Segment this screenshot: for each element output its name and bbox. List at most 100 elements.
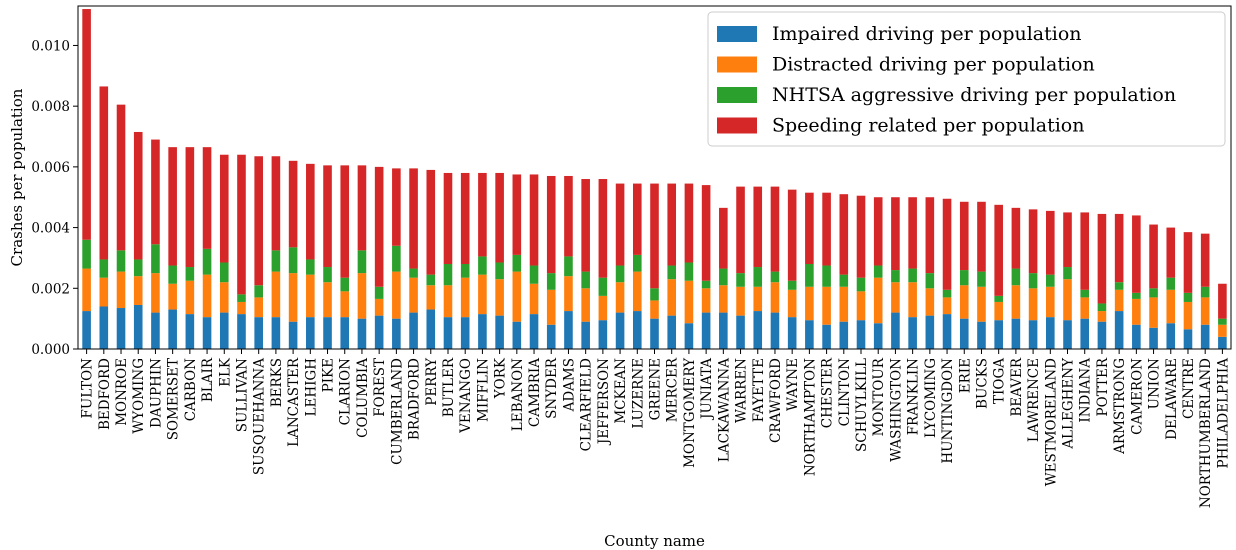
bar-segment-mifflin-s2	[478, 256, 487, 275]
bar-segment-erie-s0	[959, 318, 969, 349]
bar-segment-lancaster-s3	[288, 160, 298, 248]
bar-segment-sullivan-s0	[237, 314, 246, 349]
bar-segment-lancaster-s2	[288, 247, 298, 274]
bar-segment-centre-s0	[1183, 329, 1193, 349]
y-tick-label: 0.002	[31, 281, 70, 297]
bar-segment-chester-s1	[822, 286, 831, 325]
x-tick-label: PERRY	[424, 357, 440, 406]
bar-segment-lawrence-s2	[1028, 273, 1038, 289]
x-tick-label: LUZERNE	[630, 358, 646, 429]
bar-segment-northumberland-s3	[1200, 233, 1210, 287]
bar-segment-carbon-s1	[185, 280, 195, 315]
legend-swatch	[717, 56, 757, 73]
bar-segment-bucks-s1	[977, 286, 986, 322]
x-tick-label: BRADFORD	[407, 358, 423, 440]
x-tick-label: CAMERON	[1129, 358, 1145, 435]
bar-segment-cumberland-s1	[392, 271, 401, 319]
x-tick-label: GREENE	[648, 358, 664, 420]
bar-segment-clinton-s1	[839, 286, 849, 322]
bar-segment-huntingdon-s1	[942, 297, 952, 315]
bar-segment-dauphin-s3	[151, 139, 160, 245]
x-tick-label: CLEARFIELD	[579, 358, 595, 452]
bar-segment-cambria-s3	[529, 174, 539, 266]
x-tick-label: SOMERSET	[166, 358, 182, 440]
bar-segment-union-s3	[1149, 224, 1158, 289]
x-tick-label: BEAVER	[1009, 357, 1025, 416]
bar-segment-union-s0	[1149, 327, 1158, 349]
x-tick-label: BUCKS	[974, 358, 990, 409]
legend-box	[707, 11, 1226, 147]
bar-segment-venango-s0	[460, 317, 470, 349]
bar-segment-clearfield-s2	[581, 271, 590, 289]
bar-segment-cumberland-s2	[392, 245, 401, 272]
bar-segment-lackawanna-s0	[719, 312, 728, 349]
x-tick-label: VENANGO	[458, 358, 474, 434]
bar-segment-tioga-s1	[994, 301, 1003, 321]
bar-segment-jefferson-s1	[598, 295, 608, 321]
x-axis-label: County name	[604, 532, 705, 550]
bar-segment-elk-s2	[219, 262, 229, 283]
bar-segment-wayne-s1	[787, 289, 797, 318]
x-tick-label: INDIANA	[1078, 358, 1094, 423]
x-tick-label: WASHINGTON	[888, 358, 904, 462]
x-tick-label: MONTOUR	[871, 357, 887, 436]
bar-segment-beaver-s0	[1011, 318, 1021, 349]
bar-segment-chester-s3	[822, 192, 831, 266]
bar-segment-chester-s0	[822, 324, 831, 349]
bar-segment-schuylkill-s0	[856, 320, 866, 349]
x-tick-label: DELAWARE	[1164, 358, 1180, 440]
x-tick-label: CHESTER	[820, 357, 836, 428]
legend-swatch	[717, 117, 757, 134]
bar-segment-potter-s2	[1097, 303, 1107, 312]
bar-segment-philadelphia-s1	[1218, 324, 1227, 337]
bar-segment-snyder-s0	[546, 324, 556, 349]
bar-segment-venango-s2	[460, 264, 470, 278]
bar-segment-washington-s3	[891, 197, 900, 271]
bar-segment-warren-s2	[736, 273, 745, 287]
x-tick-label: ERIE	[957, 358, 973, 393]
plot-area-frame	[77, 5, 1232, 350]
bar-segment-bradford-s2	[409, 268, 418, 278]
bar-segment-delaware-s2	[1166, 277, 1176, 290]
bar-segment-elk-s1	[219, 282, 229, 313]
bar-segment-dauphin-s0	[151, 312, 160, 349]
bar-segment-clarion-s0	[340, 317, 350, 349]
bar-segment-huntingdon-s0	[942, 314, 952, 349]
x-tick-label: PHILADELPHIA	[1215, 358, 1231, 469]
bar-segment-armstrong-s2	[1114, 282, 1124, 290]
bar-segment-lehigh-s3	[306, 163, 315, 260]
bar-segment-erie-s2	[959, 270, 969, 286]
bar-segment-allegheny-s1	[1063, 279, 1072, 321]
bar-segment-fayette-s2	[753, 267, 763, 287]
bar-segment-berks-s3	[271, 156, 281, 251]
bar-segment-northampton-s3	[805, 192, 814, 265]
bar-segment-lycoming-s1	[925, 288, 935, 316]
y-axis-ticks: 0.000 0.002 0.004 0.006 0.008 0.010	[31, 38, 78, 358]
x-tick-label: TIOGA	[992, 358, 1008, 404]
x-tick-label: WESTMORELAND	[1043, 358, 1059, 486]
x-tick-label: JEFFERSON	[596, 358, 612, 446]
bar-segment-sullivan-s2	[237, 294, 246, 302]
bar-segment-mckean-s0	[615, 312, 625, 349]
bar-segment-clinton-s2	[839, 274, 849, 287]
bar-segment-bradford-s3	[409, 168, 418, 269]
bar-segment-susquehanna-s2	[254, 285, 263, 298]
bar-segment-clarion-s1	[340, 291, 350, 318]
bar-segment-fulton-s2	[82, 239, 91, 269]
bar-segment-juniata-s2	[701, 280, 711, 289]
bar-segment-adams-s0	[564, 311, 573, 349]
x-tick-label: PIKE	[321, 358, 337, 392]
x-tick-label: NORTHAMPTON	[802, 358, 818, 476]
bar-segment-carbon-s0	[185, 314, 195, 349]
bar-segment-montgomery-s1	[684, 280, 694, 324]
bar-segment-centre-s1	[1183, 301, 1193, 330]
x-tick-label: ADAMS	[561, 358, 577, 412]
x-tick-label: BERKS	[269, 358, 285, 407]
bar-segment-blair-s3	[202, 147, 212, 249]
bar-segment-butler-s0	[443, 317, 453, 349]
bar-segment-westmoreland-s3	[1046, 210, 1055, 275]
x-tick-label: ELK	[217, 357, 233, 387]
bar-segment-greene-s2	[650, 288, 659, 301]
bar-segment-wyoming-s2	[133, 259, 143, 277]
bar-segment-wyoming-s3	[133, 131, 143, 260]
